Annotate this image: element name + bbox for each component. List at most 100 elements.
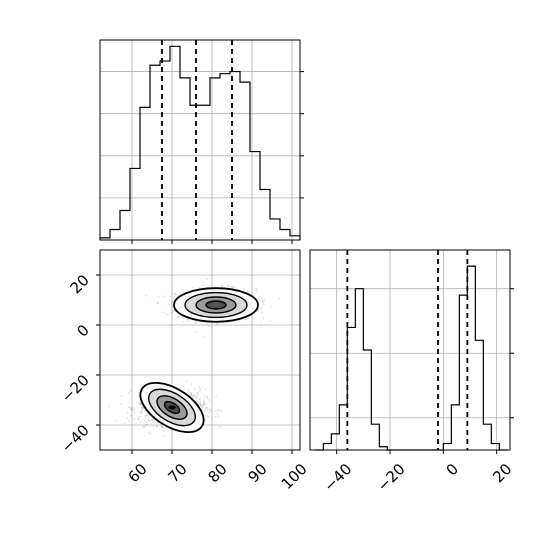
scatter-point: [161, 426, 163, 429]
scatter-point: [181, 288, 184, 291]
scatter-point: [130, 408, 133, 410]
scatter-point: [227, 285, 230, 288]
histogram-panel-top: [99, 39, 304, 244]
scatter-point: [263, 298, 266, 301]
scatter-point: [204, 407, 207, 409]
scatter-point: [152, 419, 155, 421]
scatter-point: [133, 408, 136, 411]
scatter-point: [260, 324, 262, 327]
scatter-point: [198, 385, 201, 388]
x-tick-label: −20: [374, 460, 409, 495]
x-tick-label: 20: [489, 460, 515, 486]
scatter-point: [260, 307, 262, 310]
scatter-point: [130, 409, 133, 412]
scatter-point: [185, 380, 188, 383]
scatter-point: [169, 324, 172, 327]
scatter-point: [206, 407, 208, 410]
scatter-point: [170, 303, 172, 305]
scatter-point: [128, 420, 131, 423]
scatter-point: [190, 383, 193, 386]
scatter-point: [202, 393, 204, 396]
scatter-point: [209, 408, 211, 411]
scatter-point: [145, 413, 148, 415]
scatter-point: [204, 388, 207, 391]
scatter-point: [137, 417, 140, 420]
scatter-point: [170, 305, 173, 308]
scatter-point: [140, 410, 143, 412]
y-tick-label: 20: [67, 271, 93, 297]
scatter-point: [155, 425, 158, 428]
histogram-step-line: [315, 265, 508, 451]
scatter-point: [127, 401, 129, 404]
scatter-contour-panel: 60 70 80 90 100 −40 −20 0 20: [58, 249, 311, 493]
scatter-point: [207, 411, 210, 414]
scatter-point: [127, 406, 130, 409]
scatter-point: [196, 396, 199, 399]
x-tick-label: −40: [320, 460, 355, 495]
scatter-point: [247, 289, 249, 292]
x-tick-label: 0: [443, 460, 462, 479]
scatter-point: [173, 292, 176, 295]
scatter-point: [256, 297, 259, 300]
scatter-point: [144, 409, 146, 412]
scatter-point: [143, 425, 146, 428]
scatter-point: [207, 408, 209, 411]
y-tick-label: −20: [58, 371, 93, 406]
scatter-point: [142, 426, 145, 429]
scatter-point: [193, 387, 196, 390]
scatter-point: [204, 395, 207, 398]
scatter-point: [202, 403, 205, 406]
scatter-point: [258, 297, 261, 300]
axes-frame: [309, 249, 511, 451]
scatter-point: [147, 418, 149, 421]
scatter-point: [148, 431, 150, 434]
scatter-point: [221, 284, 224, 287]
scatter-point: [144, 415, 147, 418]
scatter-point: [218, 426, 221, 428]
scatter-point: [262, 317, 265, 320]
scatter-point: [198, 390, 201, 393]
scatter-point: [170, 312, 173, 314]
scatter-point: [187, 391, 190, 394]
scatter-point: [208, 399, 210, 401]
x-tick-label: 100: [278, 460, 311, 493]
scatter-point: [206, 277, 209, 280]
plot-area: [100, 250, 300, 450]
scatter-point: [158, 295, 160, 298]
scatter-point: [206, 395, 209, 398]
scatter-point: [216, 413, 219, 415]
scatter-point: [204, 403, 207, 405]
scatter-point: [217, 409, 220, 412]
scatter-point: [262, 301, 265, 303]
scatter-point: [259, 296, 262, 298]
y-tick-label: −40: [58, 421, 93, 456]
scatter-point: [181, 317, 184, 320]
scatter-point: [231, 286, 234, 289]
scatter-point: [190, 392, 193, 395]
scatter-point: [215, 395, 217, 398]
scatter-point: [211, 326, 214, 329]
scatter-point: [199, 397, 202, 400]
scatter-point: [227, 321, 230, 324]
scatter-point: [115, 420, 118, 422]
scatter-point: [131, 406, 134, 409]
scatter-point: [202, 401, 205, 404]
scatter-point: [171, 300, 174, 303]
scatter-point: [192, 395, 195, 398]
scatter-point: [129, 390, 132, 392]
scatter-point: [195, 396, 198, 399]
scatter-point: [173, 294, 176, 296]
scatter-point: [139, 411, 142, 414]
scatter-point: [177, 316, 179, 318]
scatter-point: [243, 287, 245, 290]
scatter-point: [139, 420, 142, 423]
scatter-point: [257, 309, 260, 311]
contour-core: [168, 405, 176, 410]
scatter-point: [130, 414, 133, 417]
scatter-point: [202, 404, 205, 407]
scatter-point: [194, 394, 197, 397]
y-tick-label: 0: [73, 321, 92, 340]
scatter-point: [144, 414, 147, 417]
scatter-point: [198, 398, 201, 400]
